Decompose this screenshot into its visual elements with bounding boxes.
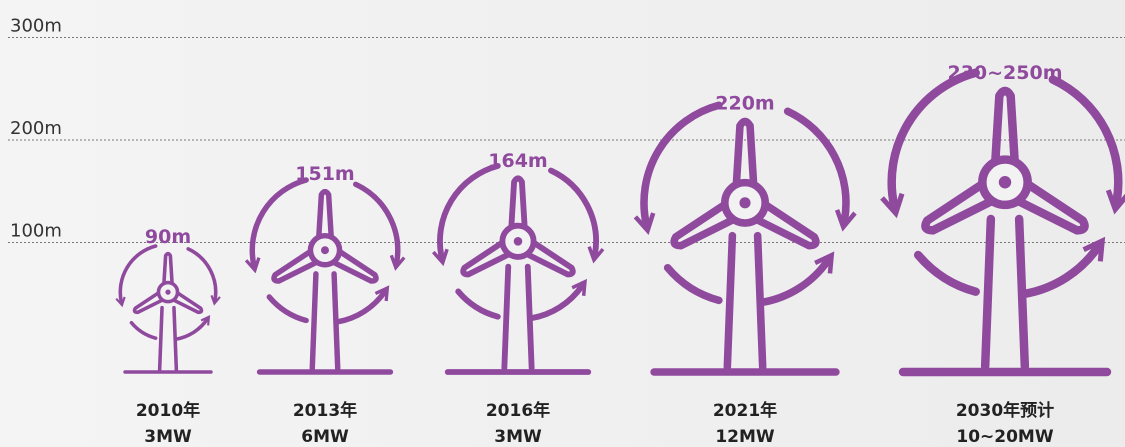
blade [990, 86, 1020, 170]
arrow [334, 285, 390, 325]
arrow [174, 315, 211, 341]
tower [723, 231, 767, 371]
turbine [115, 244, 221, 374]
blade [315, 188, 335, 243]
turbine [633, 101, 857, 376]
arrow [1020, 236, 1106, 299]
capacity-label: 10~20MW [956, 427, 1053, 447]
arrow [783, 107, 857, 232]
arrow [129, 320, 158, 340]
hub-dot [513, 236, 523, 246]
y-tick-label: 300m [10, 16, 62, 37]
arrow [115, 244, 158, 308]
value-label: 230~250m [947, 62, 1062, 84]
arrow [913, 250, 980, 296]
value-label: 220m [715, 93, 774, 115]
hub-dot [998, 175, 1012, 189]
blade [749, 198, 820, 250]
blade [132, 290, 166, 315]
tower [157, 305, 179, 372]
arrow [1048, 75, 1125, 215]
arrow [455, 288, 501, 320]
category-label: 2010年 [136, 400, 200, 421]
blade [921, 177, 1000, 235]
tower [980, 214, 1030, 371]
category-label: 2016年 [486, 400, 550, 421]
tower [309, 271, 341, 372]
arrow [880, 68, 980, 219]
value-label: 90m [145, 226, 191, 248]
category-label: 2013年 [293, 400, 357, 421]
arrow [432, 162, 501, 267]
hub-dot [165, 289, 171, 295]
category-label: 2030年预计 [956, 400, 1054, 421]
blade [328, 247, 379, 284]
blade [732, 117, 758, 192]
capacity-label: 3MW [144, 427, 192, 447]
blade [170, 290, 204, 315]
blade [162, 251, 174, 287]
y-tick-label: 200m [10, 118, 62, 139]
arrow [266, 294, 309, 324]
turbine [432, 162, 605, 375]
hub-dot [739, 197, 751, 209]
arrow [633, 101, 723, 235]
hub-dot [321, 246, 329, 255]
arrow [528, 278, 587, 322]
arrow [186, 247, 221, 306]
turbine [244, 177, 406, 375]
arrow [352, 181, 406, 271]
value-label: 164m [488, 150, 547, 172]
arrow [244, 177, 309, 274]
tower [501, 263, 535, 372]
blade [521, 238, 576, 278]
blade [508, 175, 528, 233]
capacity-label: 3MW [494, 427, 542, 447]
blade [670, 198, 741, 250]
blade [1010, 177, 1089, 235]
blade [271, 247, 322, 284]
value-label: 151m [295, 163, 354, 185]
category-label: 2021年 [713, 400, 777, 421]
turbine [880, 68, 1125, 377]
arrow [548, 167, 605, 264]
blade [460, 238, 515, 278]
arrow [758, 251, 835, 307]
capacity-label: 6MW [301, 427, 349, 447]
y-tick-label: 100m [10, 221, 62, 242]
arrow [663, 263, 723, 305]
capacity-label: 12MW [715, 427, 775, 447]
